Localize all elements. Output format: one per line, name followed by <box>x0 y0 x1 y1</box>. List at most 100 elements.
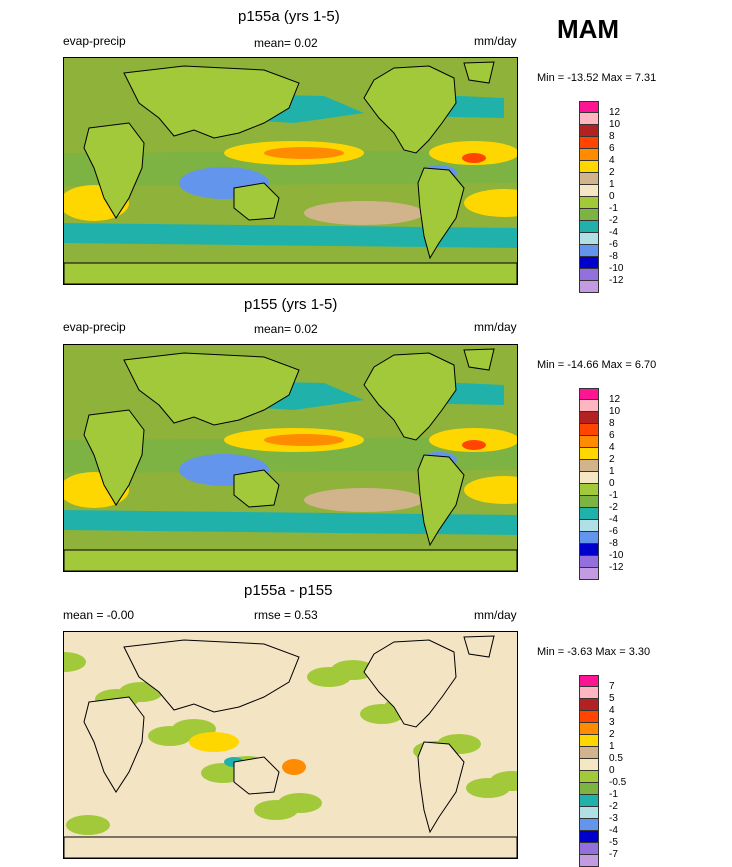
panel1-colorbar: 12 10 8 6 4 2 1 0 -1 -2 -4 -6 -8 -10 -12 <box>579 101 623 293</box>
colorbar-tick-label: -5 <box>609 837 618 848</box>
colorbar-tick-label: 2 <box>609 729 615 740</box>
colorbar-tick-label: 5 <box>609 693 615 704</box>
panel1-variable-label: evap-precip <box>63 34 126 48</box>
coastline <box>64 549 517 571</box>
colorbar-swatch <box>579 484 599 496</box>
colorbar-tick-label: 1 <box>609 741 615 752</box>
colorbar-swatch <box>579 257 599 269</box>
positive-anomaly <box>189 732 239 752</box>
colorbar-tick-label: -4 <box>609 825 618 836</box>
colorbar-tick-label: 12 <box>609 394 621 405</box>
colorbar-tick-label: 6 <box>609 430 615 441</box>
subtropical-high-core <box>264 434 344 446</box>
colorbar-swatch <box>579 520 599 532</box>
colorbar-tick-label: -0.5 <box>609 777 627 788</box>
colorbar-swatch <box>579 747 599 759</box>
panel3-mean-label: mean = -0.00 <box>63 608 135 622</box>
colorbar-swatch <box>579 424 599 436</box>
colorbar-swatch <box>579 819 599 831</box>
panel1-map <box>63 57 518 285</box>
coastline <box>417 741 465 834</box>
colorbar-tick-label: 4 <box>609 705 615 716</box>
land-mass <box>234 470 279 507</box>
land-mass <box>64 263 517 284</box>
coastline <box>463 635 495 658</box>
colorbar-tick-label: -3 <box>609 813 618 824</box>
land-mass <box>364 640 456 727</box>
colorbar-swatch <box>579 137 599 149</box>
colorbar-tick-label: 3 <box>609 717 615 728</box>
land-mass <box>124 353 299 425</box>
land-mass <box>464 62 494 83</box>
colorbar-swatch <box>579 197 599 209</box>
colorbar-swatch <box>579 412 599 424</box>
anomaly-patch <box>331 660 375 680</box>
anomaly-patch <box>64 652 86 672</box>
coastline <box>463 348 495 371</box>
colorbar-tick-label: -12 <box>609 275 624 286</box>
colorbar-tick-label: 8 <box>609 131 615 142</box>
colorbar-tick-label: -2 <box>609 801 618 812</box>
subtropical-high-north-atlantic <box>429 141 517 165</box>
colorbar-tick-label: -4 <box>609 227 618 238</box>
colorbar-tick-label: 7 <box>609 681 615 692</box>
land-mass <box>418 455 464 545</box>
coastline <box>64 836 517 858</box>
colorbar-swatch <box>579 831 599 843</box>
colorbar-swatch <box>579 388 599 400</box>
coastline <box>83 696 145 793</box>
colorbar-tick-label: -8 <box>609 538 618 549</box>
colorbar-swatch <box>579 269 599 281</box>
panel2-colorbar: 12 10 8 6 4 2 1 0 -1 -2 -4 -6 -8 -10 -12 <box>579 388 623 580</box>
land-mass <box>418 168 464 258</box>
panel1-minmax: Min = -13.52 Max = 7.31 <box>537 72 657 84</box>
coastline <box>123 352 300 426</box>
colorbar-swatch <box>579 675 599 687</box>
colorbar-swatch <box>579 448 599 460</box>
panel1-title: p155a (yrs 1-5) <box>238 8 340 25</box>
colorbar-tick-label: 1 <box>609 466 615 477</box>
colorbar-tick-label: -7 <box>609 849 618 860</box>
colorbar-swatch <box>579 759 599 771</box>
coastline <box>64 262 517 284</box>
colorbar-swatch <box>579 101 599 113</box>
colorbar-swatch <box>579 723 599 735</box>
land-mass <box>364 353 456 440</box>
colorbar-swatch <box>579 699 599 711</box>
land-mass <box>418 742 464 832</box>
land-mass <box>234 183 279 220</box>
colorbar-swatch <box>579 783 599 795</box>
colorbar-tick-label: -1 <box>609 203 618 214</box>
itcz-band <box>64 150 517 186</box>
colorbar-swatch <box>579 125 599 137</box>
colorbar-swatch <box>579 185 599 197</box>
season-label: MAM <box>557 14 620 44</box>
colorbar-tick-label: 4 <box>609 155 615 166</box>
coastline <box>417 454 465 547</box>
colorbar-swatch <box>579 113 599 125</box>
colorbar-tick-label: -2 <box>609 502 618 513</box>
panel3-colorbar: 7 5 4 3 2 1 0.5 0 -0.5 -1 -2 -3 -4 -5 -7 <box>579 675 626 867</box>
storm-track-southern <box>64 223 517 248</box>
anomaly-patch <box>490 771 517 791</box>
colorbar-swatch <box>579 843 599 855</box>
coastline <box>233 469 280 508</box>
panel2-minmax: Min = -14.66 Max = 6.70 <box>537 359 657 371</box>
colorbar-tick-label: -4 <box>609 514 618 525</box>
colorbar-swatch <box>579 795 599 807</box>
subtropical-high-core <box>264 147 344 159</box>
colorbar-swatch <box>579 556 599 568</box>
panel3-units-label: mm/day <box>474 608 517 622</box>
land-mass <box>84 123 144 218</box>
colorbar-tick-label: -2 <box>609 215 618 226</box>
subtropical-high-north-atlantic <box>429 428 517 452</box>
colorbar-swatch <box>579 436 599 448</box>
colorbar-tick-label: 0 <box>609 478 615 489</box>
colorbar-tick-label: 4 <box>609 442 615 453</box>
land-mass <box>64 550 517 571</box>
colorbar-tick-label: 0 <box>609 191 615 202</box>
anomaly-patch <box>66 815 110 835</box>
colorbar-swatch <box>579 568 599 580</box>
coastline <box>463 61 495 84</box>
colorbar-swatch <box>579 221 599 233</box>
